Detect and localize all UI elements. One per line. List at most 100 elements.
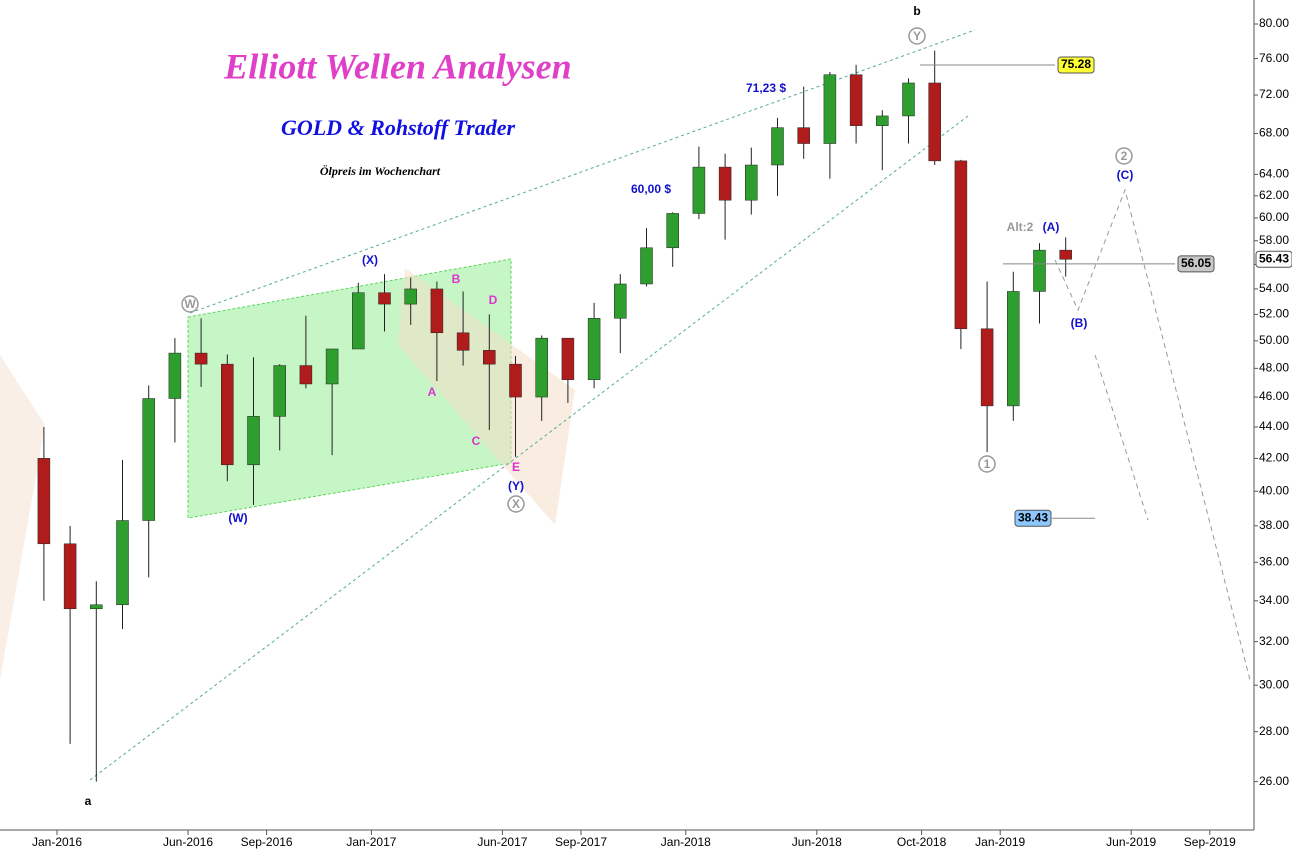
candle-body — [1059, 249, 1072, 260]
x-tick-label: Jun-2016 — [163, 835, 213, 849]
candle-body — [116, 520, 129, 606]
candle-body — [221, 363, 234, 466]
y-tick-label: 26.00 — [1259, 774, 1289, 788]
level-box — [1057, 56, 1095, 74]
x-tick-label: Sep-2017 — [555, 835, 607, 849]
wave-label: (B) — [1071, 316, 1088, 330]
candle-body — [194, 352, 208, 365]
candle-body — [980, 328, 994, 407]
wave-label: (X) — [362, 253, 378, 267]
candle-body — [63, 543, 77, 610]
y-tick-label: 60.00 — [1259, 210, 1289, 224]
wave-label: C — [472, 434, 481, 448]
y-tick-label: 64.00 — [1259, 167, 1289, 181]
wave-label: E — [512, 460, 520, 474]
y-tick-label: 58.00 — [1259, 233, 1289, 247]
wave-circle-label: 1 — [984, 457, 991, 471]
y-tick-label: 50.00 — [1259, 333, 1289, 347]
wave-circle — [908, 27, 926, 45]
candle-body — [928, 82, 941, 162]
wave-label: (A) — [1043, 220, 1060, 234]
y-tick-label: 80.00 — [1259, 16, 1289, 30]
candle-body — [692, 166, 706, 214]
wave-circle-label: 2 — [1121, 149, 1128, 163]
y-tick-label: 54.00 — [1259, 281, 1289, 295]
x-tick-label: Sep-2019 — [1184, 835, 1236, 849]
y-tick-label: 44.00 — [1259, 419, 1289, 433]
wave-label: (W) — [228, 511, 247, 525]
wave-circle — [181, 295, 199, 313]
subtitle: GOLD & Rohstoff Trader — [281, 115, 516, 140]
wave-label: b — [913, 4, 920, 18]
level-label: 56.05 — [1181, 256, 1211, 270]
candle-body — [614, 283, 627, 319]
x-tick-label: Jun-2019 — [1106, 835, 1156, 849]
candle-body — [849, 74, 863, 126]
candle-body — [247, 416, 260, 466]
candle-body — [718, 166, 732, 201]
wave-label: a — [85, 794, 92, 808]
level-label: 56.43 — [1259, 251, 1289, 265]
candle-body — [640, 247, 653, 285]
candle-body — [404, 288, 417, 305]
x-tick-label: Jan-2019 — [975, 835, 1025, 849]
title: Elliott Wellen Analysen — [223, 46, 571, 86]
wave-circle — [978, 455, 996, 473]
wave-circle — [507, 495, 525, 513]
level-label: 38.43 — [1018, 510, 1048, 524]
candle-body — [378, 292, 391, 305]
x-tick-label: Jan-2016 — [32, 835, 82, 849]
candle-body — [37, 458, 51, 545]
candle-body — [745, 164, 758, 201]
wave-label: (C) — [1117, 168, 1134, 182]
x-tick-label: Sep-2016 — [241, 835, 293, 849]
candle-body — [1033, 249, 1046, 292]
y-tick-label: 72.00 — [1259, 87, 1289, 101]
level-label: 75.28 — [1061, 57, 1091, 71]
candle-body — [483, 350, 496, 365]
y-tick-label: 48.00 — [1259, 361, 1289, 375]
level-box — [1177, 255, 1215, 273]
candle-body — [352, 292, 365, 350]
candle-body — [587, 318, 601, 380]
wave-label: (Y) — [508, 479, 524, 493]
wave-label: 71,23 $ — [746, 81, 786, 95]
candle-body — [299, 365, 313, 385]
candle-body — [142, 398, 155, 521]
y-tick-label: 68.00 — [1259, 126, 1289, 140]
y-tick-label: 34.00 — [1259, 593, 1289, 607]
candle-body — [954, 160, 968, 330]
candle-body — [771, 127, 784, 166]
x-tick-label: Jan-2017 — [346, 835, 396, 849]
candle-body — [430, 288, 444, 334]
y-tick-label: 40.00 — [1259, 483, 1289, 497]
projection — [1054, 188, 1251, 681]
wave-circle — [1115, 147, 1133, 165]
wave-label: Alt:2 — [1007, 220, 1034, 234]
x-tick-label: Jun-2018 — [792, 835, 842, 849]
caption: Ölpreis im Wochenchart — [320, 164, 441, 178]
y-tick-label: 38.00 — [1259, 518, 1289, 532]
wave-label: A — [428, 385, 437, 399]
wave-circle-label: X — [512, 497, 520, 511]
candle-body — [325, 348, 339, 385]
candle-body — [797, 127, 810, 144]
candle-body — [90, 604, 103, 610]
wave-label: D — [489, 293, 498, 307]
wave-circle-label: Y — [913, 29, 921, 43]
y-tick-label: 36.00 — [1259, 554, 1289, 568]
candle-body — [273, 365, 286, 417]
candle-body — [561, 337, 575, 380]
wave-circle-label: W — [184, 297, 196, 311]
trend-line — [189, 29, 976, 314]
candle-body — [823, 74, 837, 144]
y-tick-label: 46.00 — [1259, 389, 1289, 403]
level-box — [1014, 509, 1052, 527]
y-tick-label: 76.00 — [1259, 51, 1289, 65]
y-tick-label: 32.00 — [1259, 634, 1289, 648]
y-tick-label: 28.00 — [1259, 724, 1289, 738]
x-tick-label: Jun-2017 — [477, 835, 527, 849]
x-tick-label: Oct-2018 — [897, 835, 947, 849]
y-tick-label: 30.00 — [1259, 677, 1289, 691]
